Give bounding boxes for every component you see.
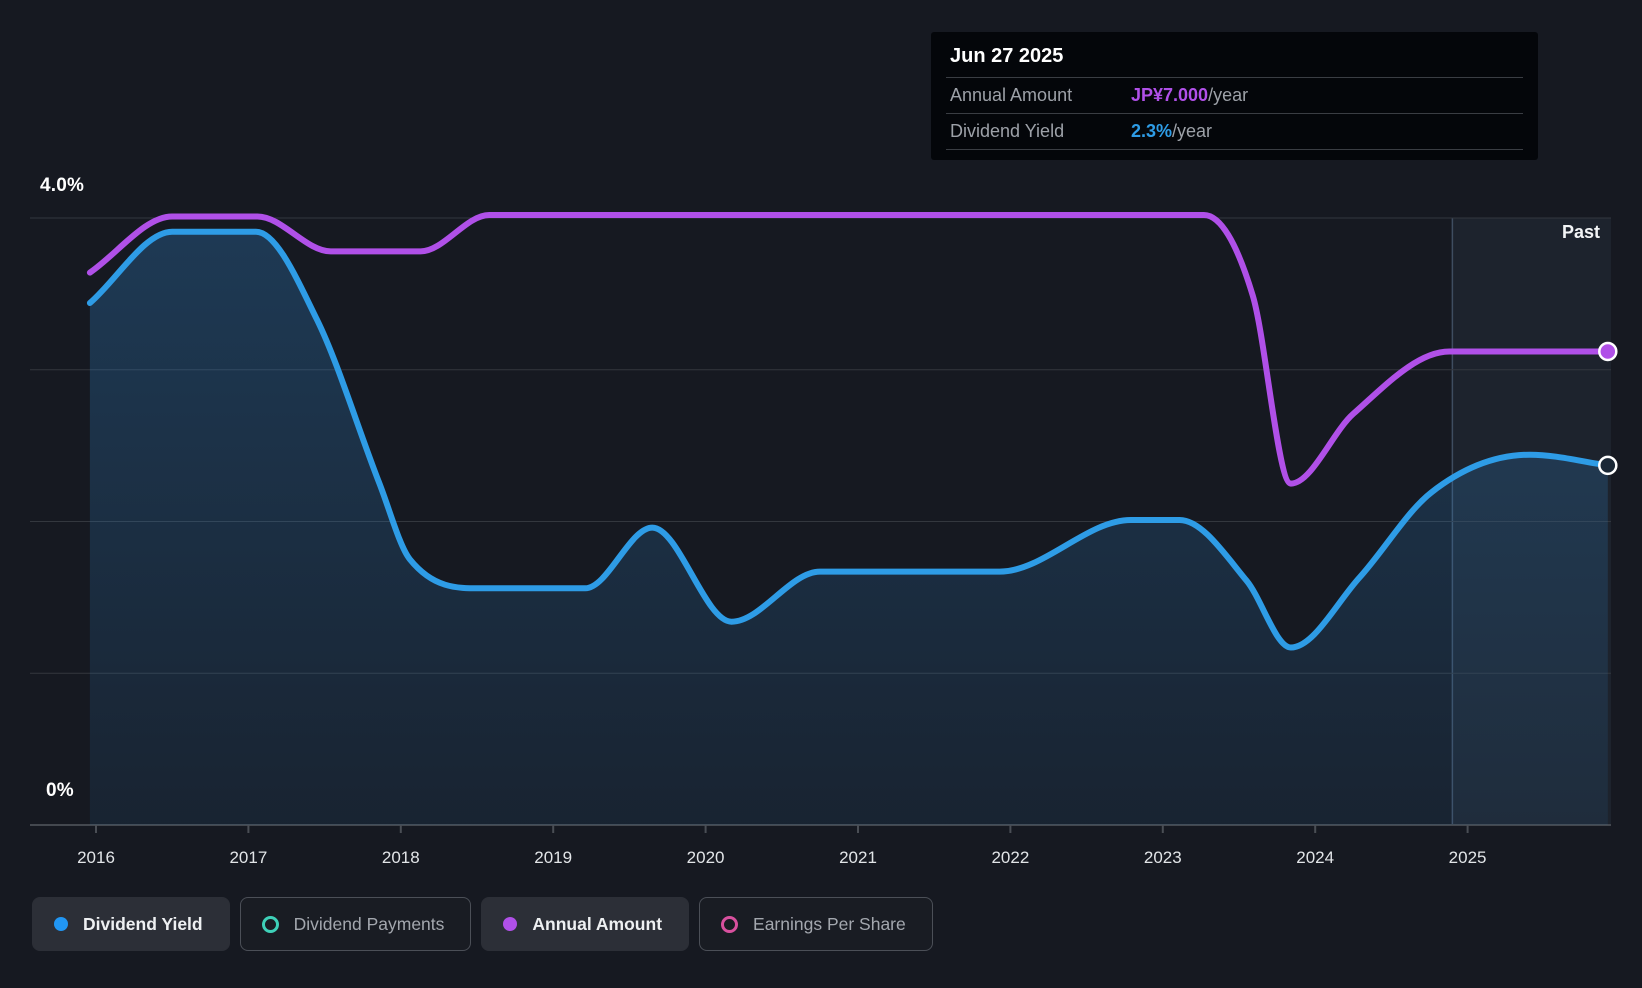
y-axis-label-bottom: 0% [46, 780, 74, 801]
dividend-yield-area [89, 231, 1608, 825]
legend-annual-amount-button[interactable]: Annual Amount [481, 897, 690, 951]
tooltip-value-suffix: /year [1172, 121, 1213, 141]
tooltip-value-suffix: /year [1208, 85, 1249, 105]
tooltip-label: Dividend Yield [950, 121, 1065, 141]
x-axis: 2016 2017 2018 2019 2020 2021 2022 2023 2024 2025 [0, 848, 1642, 872]
tooltip-row-dividend-yield: Dividend Yield 2.3%/year [946, 113, 1523, 149]
past-label: Past [1561, 222, 1600, 242]
x-axis-label: 2019 [534, 848, 573, 867]
dividend-yield-marker-icon [54, 917, 68, 931]
legend-label: Dividend Payments [293, 913, 445, 934]
legend: Dividend Yield Dividend Payments Annual Am… [32, 897, 933, 951]
tooltip-row-annual-amount: Annual Amount JP¥7.000/year [946, 77, 1523, 113]
legend-label: Earnings Per Share [753, 913, 906, 934]
legend-dividend-payments-button[interactable]: Dividend Payments [239, 897, 472, 951]
x-axis-label: 2016 [77, 848, 115, 867]
x-axis-label: 2020 [686, 848, 725, 867]
x-axis-label: 2025 [1448, 848, 1487, 867]
legend-dividend-yield-button[interactable]: Dividend Yield [32, 897, 230, 951]
legend-earnings-per-share-button[interactable]: Earnings Per Share [699, 897, 933, 951]
x-axis-label: 2022 [991, 848, 1030, 867]
tooltip-footer [946, 149, 1523, 160]
x-axis-label: 2017 [229, 848, 268, 867]
tooltip: Jun 27 2025 Annual Amount JP¥7.000/year … [931, 32, 1538, 160]
legend-label: Dividend Yield [83, 913, 203, 934]
tooltip-value-yield: 2.3% [1131, 121, 1173, 141]
x-axis-label: 2023 [1143, 848, 1182, 867]
annual-amount-line [86, 211, 1611, 487]
annual-amount-marker-icon [503, 917, 518, 931]
earnings-per-share-marker-icon [721, 915, 739, 933]
dividend-payments-marker-icon [261, 915, 279, 933]
tooltip-value-amount: JP¥7.000 [1131, 85, 1209, 105]
x-axis-label: 2024 [1296, 848, 1335, 867]
dividend-yield-end-marker [1598, 455, 1618, 476]
x-axis-label: 2021 [839, 848, 877, 867]
x-axis-label: 2018 [381, 848, 420, 867]
y-axis-label-top: 4.0% [40, 175, 85, 196]
annual-amount-end-marker [1598, 341, 1618, 362]
tooltip-date: Jun 27 2025 [950, 45, 1064, 67]
tooltip-value: 2.3%/year [1131, 121, 1519, 142]
legend-label: Annual Amount [532, 913, 663, 934]
tooltip-label: Annual Amount [950, 85, 1073, 105]
tooltip-value: JP¥7.000/year [1131, 85, 1519, 106]
dividend-yield-line [86, 228, 1611, 651]
